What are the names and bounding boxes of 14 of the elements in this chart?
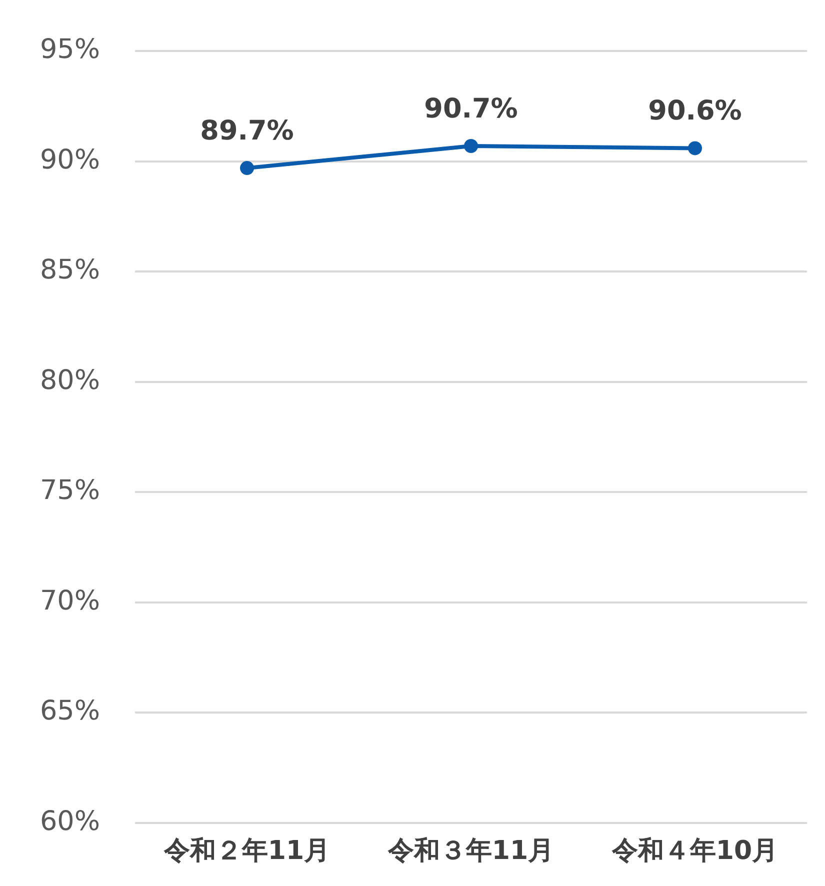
data-label: 90.7%	[424, 94, 518, 125]
x-tick-label: 令和３年11月	[386, 836, 554, 866]
x-tick-label: 令和２年11月	[162, 836, 330, 866]
data-label: 90.6%	[648, 96, 742, 127]
y-tick-label: 85%	[40, 254, 100, 286]
x-tick-label: 令和４年10月	[610, 836, 778, 866]
y-tick-label: 95%	[40, 34, 100, 66]
y-tick-label: 65%	[40, 696, 100, 727]
y-tick-label: 75%	[40, 475, 100, 506]
y-tick-label: 80%	[40, 364, 100, 396]
y-tick-label: 90%	[40, 144, 100, 176]
data-label: 89.7%	[200, 116, 294, 147]
y-tick-label: 60%	[40, 806, 100, 837]
y-tick-label: 70%	[40, 585, 100, 616]
